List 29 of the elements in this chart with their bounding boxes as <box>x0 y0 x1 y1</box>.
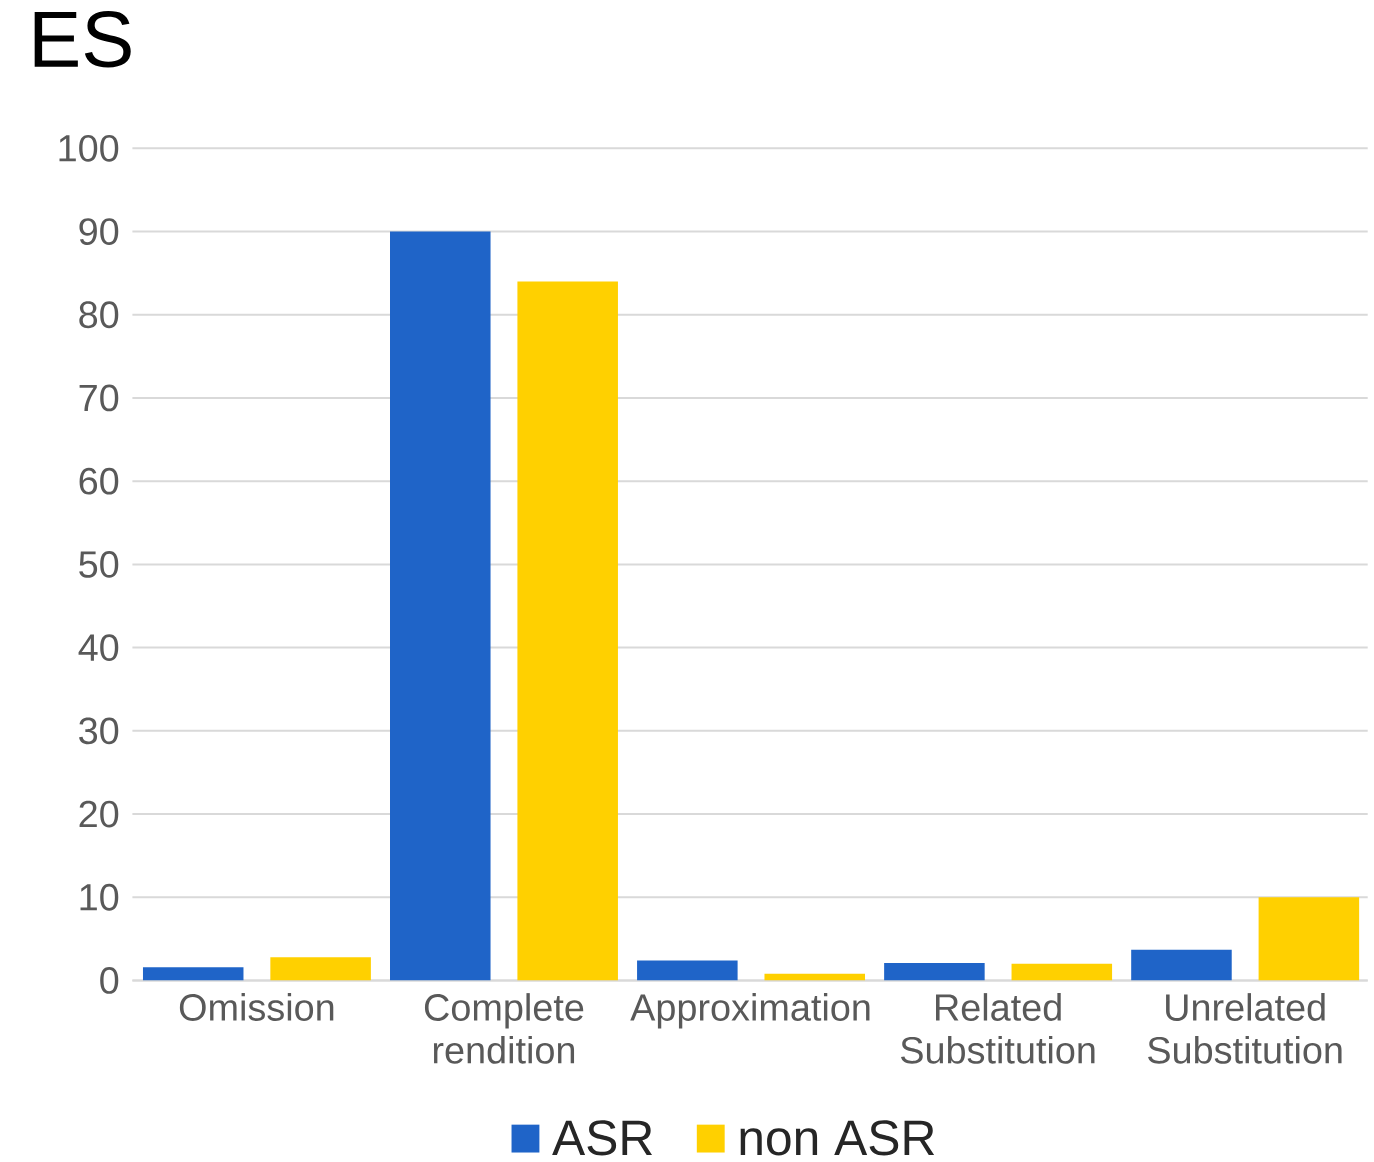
y-tick-label: 80 <box>79 301 119 329</box>
x-tick-label: Unrelated Substitution <box>1148 993 1342 1064</box>
x-tick-label: Omission <box>179 993 334 1021</box>
bar <box>884 962 985 981</box>
y-tick-label: 20 <box>79 800 119 828</box>
bar <box>390 231 491 981</box>
y-tick-label: 90 <box>79 218 119 245</box>
y-tick-label: 0 <box>100 966 119 994</box>
legend-label: non ASR <box>740 1120 935 1156</box>
x-tick-label: Complete rendition <box>424 993 584 1064</box>
y-tick-label: 50 <box>79 550 119 578</box>
y-tick-label: 10 <box>80 883 119 911</box>
y-tick-label: 40 <box>78 634 119 661</box>
bar <box>1011 963 1113 981</box>
chart-title: ES <box>34 10 131 68</box>
bar <box>764 973 866 981</box>
legend-label: ASR <box>552 1120 653 1156</box>
x-tick-label: Approximation <box>630 993 870 1029</box>
y-tick-label: 70 <box>79 384 119 412</box>
y-tick-label: 100 <box>59 134 119 162</box>
x-tick-label: Related Substitution <box>901 993 1095 1064</box>
bar <box>270 957 371 981</box>
y-tick-label: 60 <box>79 467 119 495</box>
bar <box>1131 949 1232 981</box>
bar <box>517 281 618 981</box>
bar <box>142 967 244 981</box>
bar <box>1258 897 1360 981</box>
y-tick-label: 30 <box>79 717 119 745</box>
bar <box>637 960 738 981</box>
